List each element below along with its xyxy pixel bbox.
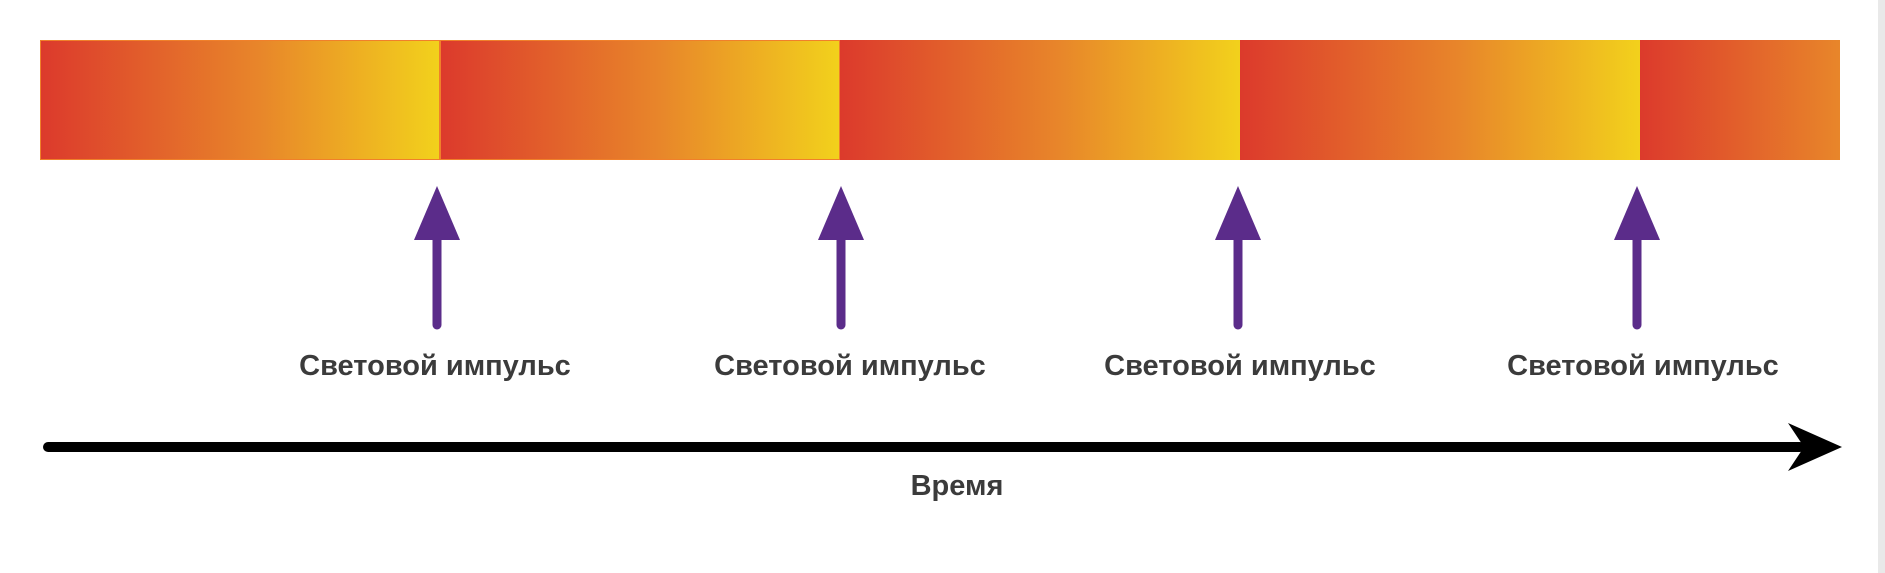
time-axis-label: Время: [910, 470, 1004, 502]
pulse-arrow-4: [1614, 186, 1660, 330]
bar-segment: [440, 40, 840, 160]
bar-segment: [40, 40, 440, 160]
bar-segment: [1640, 40, 1840, 160]
light-intensity-bar: [40, 40, 1840, 160]
right-edge-strip: [1878, 0, 1885, 573]
pulse-arrow-3: [1215, 186, 1261, 330]
pulse-label-4: Световой импульс: [1507, 350, 1779, 382]
pulse-arrow-2: [818, 186, 864, 330]
bar-segment: [1240, 40, 1640, 160]
pulse-label-3: Световой импульс: [1104, 350, 1376, 382]
pulse-label-2: Световой импульс: [714, 350, 986, 382]
bar-segment: [840, 40, 1240, 160]
time-axis-arrow: [43, 423, 1842, 471]
pulse-arrow-1: [414, 186, 460, 330]
pulse-label-1: Световой импульс: [299, 350, 571, 382]
